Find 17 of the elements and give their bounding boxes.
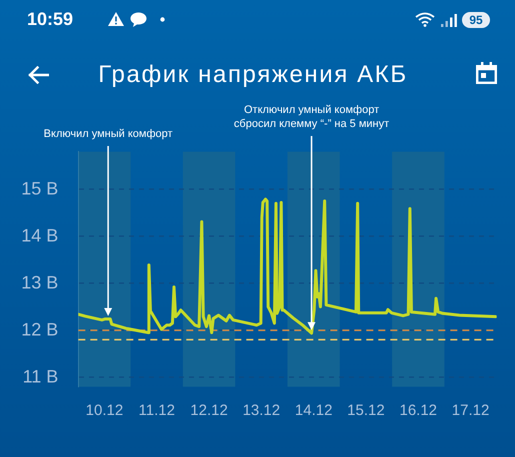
x-tick-label: 10.12 [86, 402, 124, 419]
x-tick-label: 13.12 [242, 402, 280, 419]
x-tick-label: 14.12 [294, 402, 332, 419]
y-tick-label: 13 В [21, 272, 58, 292]
x-tick-label: 12.12 [190, 402, 228, 419]
annotation: Включил умный комфорт [44, 128, 173, 140]
chart-title: График напряжения АКБ [97, 61, 409, 89]
y-tick-label: 14 В [21, 225, 58, 246]
y-tick-label: 15 В [21, 178, 58, 198]
x-tick-label: 16.12 [399, 402, 438, 419]
y-tick-label: 11 В [22, 366, 58, 386]
x-tick-label: 15.12 [347, 402, 385, 419]
x-tick-label: 17.12 [452, 402, 490, 419]
y-tick-label: 12 В [21, 319, 58, 340]
text: 10:59 [27, 8, 74, 30]
x-tick-label: 11.12 [138, 402, 175, 419]
annotation: Отключил умный комфорт сбросил клемму “-” на 5 минут [234, 104, 390, 130]
